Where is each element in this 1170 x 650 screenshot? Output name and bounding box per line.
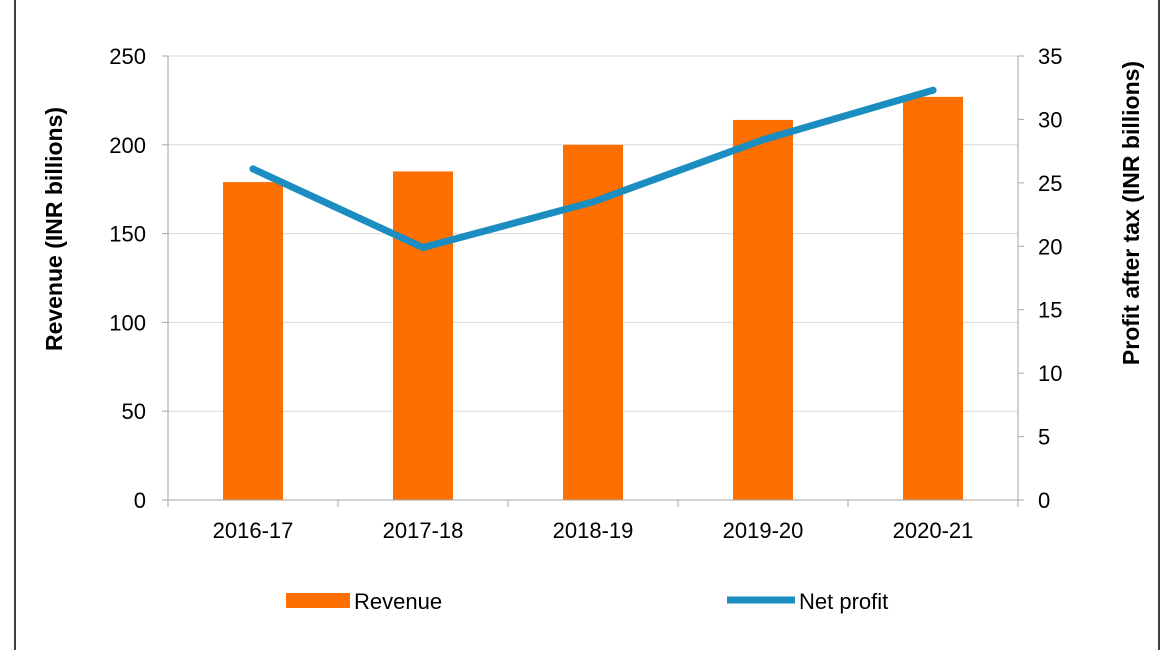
x-tick-label: 2018-19 <box>553 518 634 543</box>
revenue-bar <box>393 171 453 500</box>
y2-tick-label: 15 <box>1038 298 1062 323</box>
net-profit-point <box>419 244 427 252</box>
y2-tick-label: 10 <box>1038 361 1062 386</box>
revenue-bar <box>563 144 623 501</box>
x-tick-label: 2019-20 <box>723 518 804 543</box>
y2-tick-label: 30 <box>1038 107 1062 132</box>
left-y-axis-ticks: 0 50 100 150 200 250 <box>109 44 146 513</box>
revenue-bar <box>733 119 793 500</box>
legend-net-profit-label: Net profit <box>799 589 888 614</box>
y2-tick-label: 0 <box>1038 488 1050 513</box>
y2-axis-title: Profit after tax (INR billions) <box>1118 61 1144 365</box>
x-tick-label: 2017-18 <box>383 518 464 543</box>
x-axis-ticks: 2016-17 2017-18 2018-19 2019-20 2020-21 <box>213 518 974 543</box>
y2-tick-label: 5 <box>1038 425 1050 450</box>
net-profit-point <box>249 165 257 173</box>
revenue-bar <box>223 182 283 500</box>
y2-tick-label: 35 <box>1038 44 1062 69</box>
y2-tick-label: 25 <box>1038 171 1062 196</box>
y-tick-label: 200 <box>109 133 146 158</box>
y-tick-label: 250 <box>109 44 146 69</box>
revenue-bar <box>903 96 963 501</box>
x-tick-label: 2020-21 <box>893 518 974 543</box>
right-y-axis-ticks: 0 5 10 15 20 25 30 35 <box>1038 44 1062 513</box>
chart-frame <box>14 0 1160 650</box>
net-profit-point <box>759 136 767 144</box>
legend-revenue-label: Revenue <box>354 589 442 614</box>
net-profit-line-group <box>249 86 937 252</box>
y-tick-label: 150 <box>109 222 146 247</box>
axes <box>162 55 1024 507</box>
y-tick-label: 50 <box>122 399 146 424</box>
y-axis-title: Revenue (INR billions) <box>41 107 67 351</box>
y-tick-label: 100 <box>109 310 146 335</box>
legend-revenue-swatch <box>286 593 350 608</box>
y-tick-label: 0 <box>134 488 146 513</box>
net-profit-point <box>929 86 937 94</box>
y2-tick-label: 20 <box>1038 234 1062 259</box>
revenue-bars <box>223 96 963 501</box>
x-tick-label: 2016-17 <box>213 518 294 543</box>
net-profit-point <box>589 198 597 206</box>
legend: Revenue Net profit <box>286 589 888 614</box>
